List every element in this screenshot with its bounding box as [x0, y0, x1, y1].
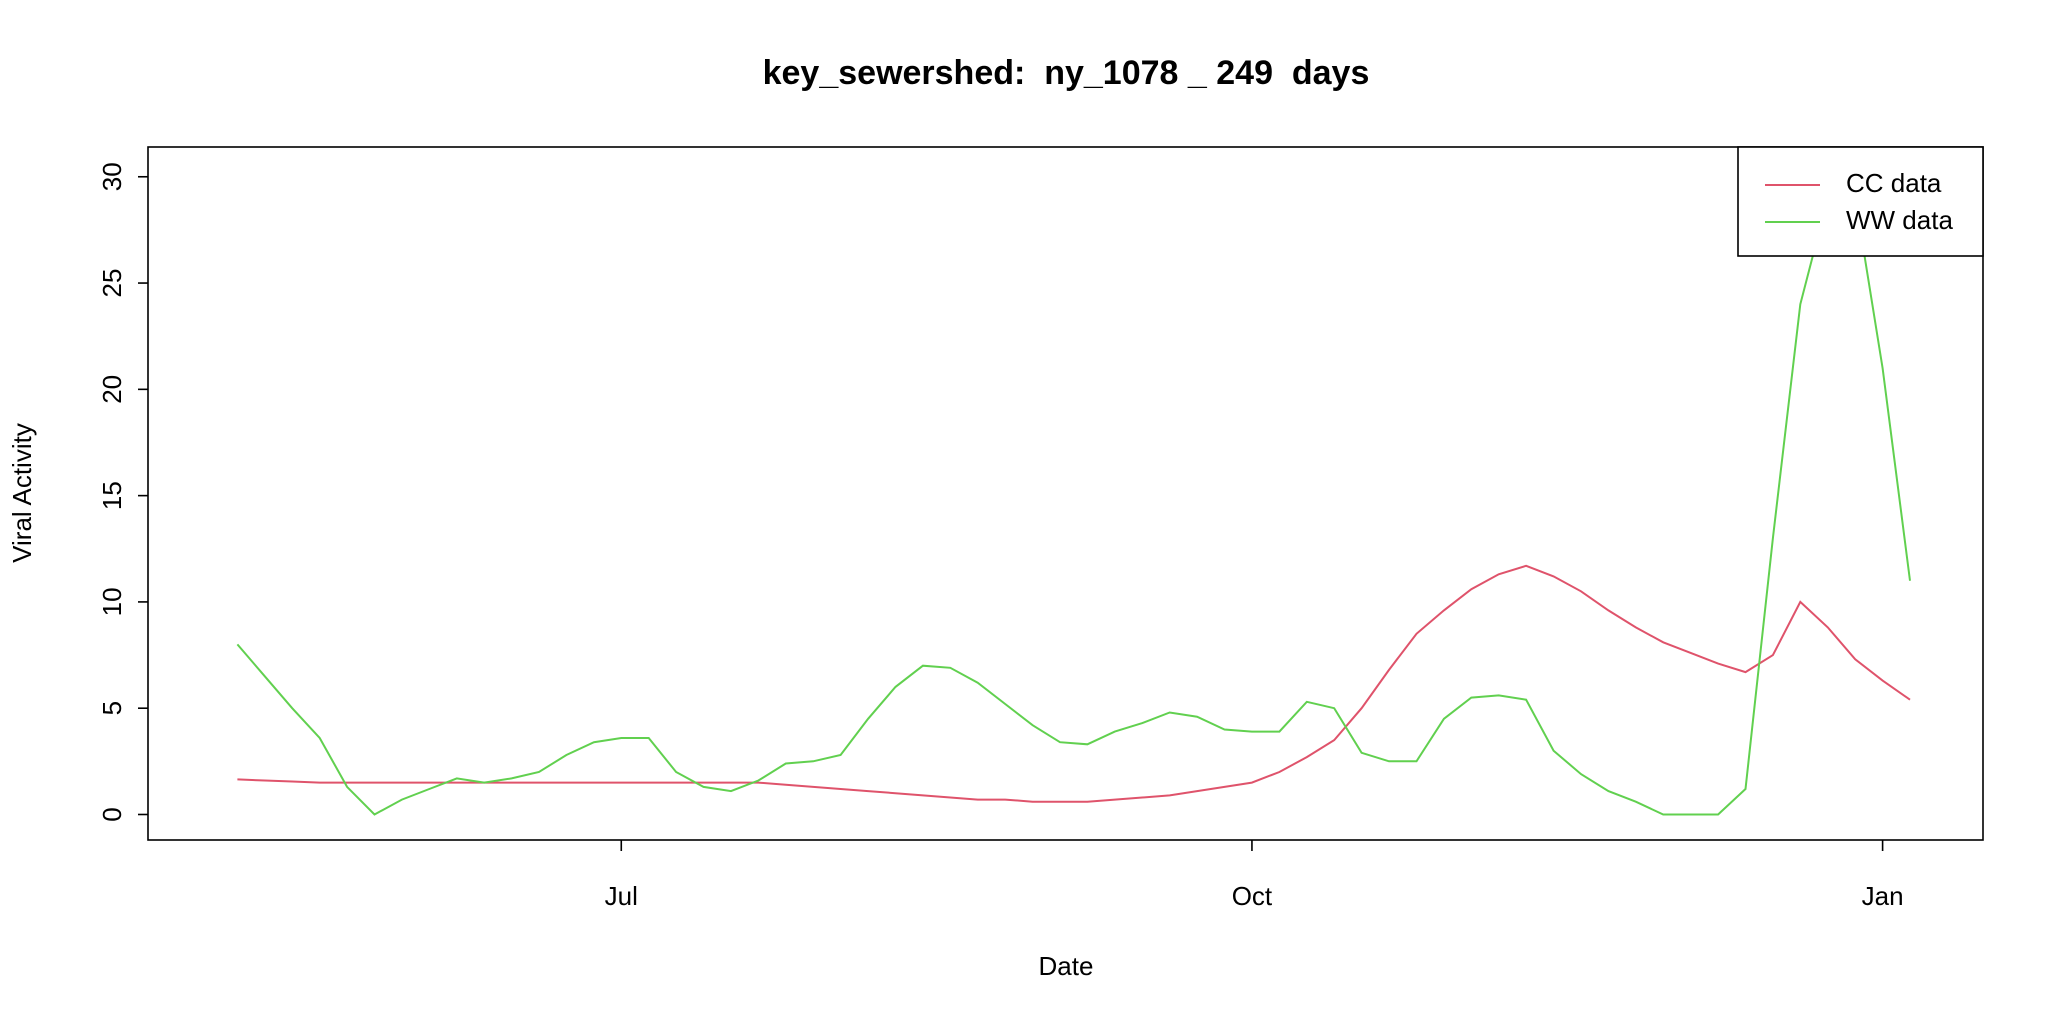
- y-tick-label: 25: [97, 269, 127, 298]
- y-tick-label: 30: [97, 162, 127, 191]
- y-tick-label: 15: [97, 481, 127, 510]
- series-line: [237, 564, 1911, 803]
- y-tick-label: 10: [97, 587, 127, 616]
- y-tick-label: 20: [97, 375, 127, 404]
- plot-frame: [147, 146, 1984, 841]
- legend-label: WW data: [1846, 205, 1953, 235]
- series-line: [236, 197, 1911, 816]
- y-axis-label: Viral Activity: [7, 423, 37, 563]
- x-tick-label: Jul: [605, 881, 638, 911]
- x-axis-label: Date: [1039, 951, 1094, 981]
- chart-title: key_sewershed: ny_1078 _ 249 days: [763, 54, 1370, 92]
- x-tick-label: Jan: [1862, 881, 1904, 911]
- y-tick-label: 5: [97, 701, 127, 715]
- legend-label: CC data: [1846, 168, 1942, 198]
- x-tick-label: Oct: [1232, 881, 1273, 911]
- y-tick-label: 0: [97, 807, 127, 821]
- legend-box: [1737, 146, 1984, 257]
